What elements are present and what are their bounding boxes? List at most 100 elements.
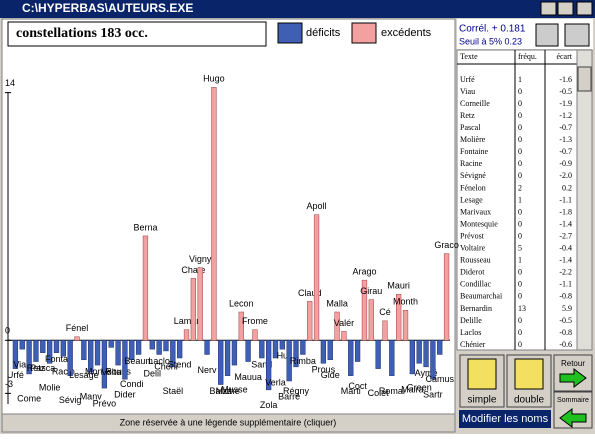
bar-label: Fonta [45,354,68,364]
bar [327,340,333,361]
bar [396,294,402,341]
window-title: C:\HYPERBAS\AUTEURS.EXE [22,1,193,15]
table-cell: -0.7 [559,123,572,132]
bar-label: Mauua [234,372,262,382]
table-cell: -2.2 [559,268,572,277]
bar-label: Balza [209,386,232,396]
bar [204,340,210,355]
bar-label: Pasca [30,363,55,373]
bar [238,311,244,341]
bar-label: Molie [39,383,61,393]
bar [402,309,409,341]
button-label[interactable]: simple [468,395,497,406]
button-label[interactable]: Sommaire [557,397,589,404]
bar-label: Berna [133,222,157,232]
bar-label: Cé [379,307,391,317]
bar [122,340,128,380]
table-cell: 0 [518,99,522,108]
table-cell: -1.6 [559,75,572,84]
bar [389,340,395,376]
bar-label: Lesage [69,370,99,380]
table-cell: Delille [460,316,482,325]
table-cell: 1 [518,195,522,204]
button-icon [467,358,497,390]
bar [129,340,135,361]
bar [26,340,32,375]
bar-label: Staël [163,386,184,396]
footer-bar[interactable] [1,413,456,433]
bar-label: Sand [251,359,272,369]
table-cell: 1 [518,75,522,84]
bar-label: Malla [326,298,348,308]
print-icon[interactable] [564,23,590,47]
table-cell: -0.9 [559,159,572,168]
footer-text[interactable]: Zone réservée à une légende supplémentai… [120,417,337,427]
bar-label: Chéni [154,361,178,371]
table-cell: -0.5 [559,316,572,325]
bar-label: Come [17,393,41,403]
table-cell: Laclos [460,328,481,337]
bar [313,214,320,341]
table-cell: -1.9 [559,99,572,108]
bar [135,340,142,355]
save-icon[interactable] [535,23,559,47]
bar-label: Stend [168,359,192,369]
bar-label: Beaum [124,356,153,366]
bar-label: Prévo [93,398,117,408]
button-icon [514,358,544,390]
bar [115,340,121,366]
maximize[interactable] [557,1,574,16]
table-cell: 0 [518,268,522,277]
bar [300,340,306,355]
table-cell: -1.3 [559,135,572,144]
table-cell: -1.4 [559,219,572,228]
column-header: fréqu. [518,52,537,61]
bar [101,340,108,389]
button-label[interactable]: double [514,395,544,406]
button-label[interactable]: Retour [561,359,585,368]
bar-label: Viau [13,360,31,370]
bar-label: Prous [312,365,336,375]
arrow-icon [559,408,587,428]
legend-swatch [351,22,377,44]
header-box [7,21,267,47]
table-cell: 0 [518,340,522,349]
table-cell: -2.7 [559,231,572,240]
scroll-thumb[interactable] [577,66,592,92]
scrollbar[interactable] [576,49,593,351]
table-cell: Fénelon [460,183,486,192]
bar [382,320,388,341]
table-cell: Viau [460,87,475,96]
button[interactable] [459,410,551,428]
bar [197,267,203,341]
table-cell: -0.8 [559,328,572,337]
bar-label: Musse [221,384,248,394]
button[interactable] [553,354,593,392]
table-cell: 0 [518,316,522,325]
bar-label: Girau [360,286,382,296]
table-cell: -1.2 [559,111,572,120]
bar-label: Urfé [7,370,24,380]
bar [170,340,176,368]
table-cell: Retz [460,111,475,120]
y-tick-label: 0 [5,326,10,336]
bar [183,329,190,341]
bar [279,340,285,350]
table-cell: Voltaire [460,244,486,253]
button-label[interactable]: Modifier les noms [462,413,549,425]
table-cell: 13 [518,304,526,313]
bar [354,340,361,362]
table-cell: 0 [518,171,522,180]
legend-label: déficits [306,27,341,39]
bar [53,340,60,353]
bar-label: Hugo [203,74,225,84]
bar [46,340,53,364]
minimize[interactable] [540,1,557,16]
bar [272,340,279,359]
close[interactable] [576,1,593,16]
bar-label: Delil [144,369,162,379]
table-cell: Bernardin [460,304,492,313]
bar [293,340,299,368]
bar-label: Coct [348,381,367,391]
